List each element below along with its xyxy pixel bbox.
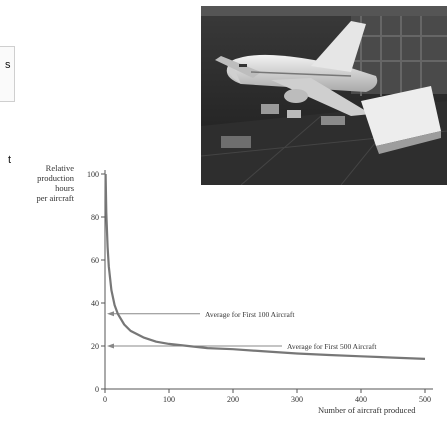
y-axis-title-line: hours [55, 183, 74, 193]
x-axis-title: Number of aircraft produced [318, 405, 416, 415]
left-fragment-text: s [5, 59, 11, 71]
learning-curve-line [104, 173, 426, 360]
x-ticks: 0 100 200 300 400 500 [103, 389, 431, 404]
y-tick-label: 80 [91, 213, 99, 222]
x-tick-label: 400 [355, 395, 367, 404]
x-tick-label: 100 [163, 395, 175, 404]
x-tick-label: 300 [291, 395, 303, 404]
y-axis-title-line: Relative [45, 163, 74, 173]
y-tick-label: 0 [95, 385, 99, 394]
x-tick-label: 200 [227, 395, 239, 404]
x-tick-label: 0 [103, 395, 107, 404]
left-fragment-text: t [8, 154, 12, 166]
y-tick-label: 20 [91, 342, 99, 351]
annotation-label: Average for First 500 Aircraft [287, 342, 377, 351]
y-tick-label: 60 [91, 256, 99, 265]
left-panel-edge: s [0, 46, 15, 102]
x-tick-label: 500 [419, 395, 431, 404]
annotation-arrow-head [107, 343, 114, 349]
annotation-arrow-head [107, 311, 114, 317]
annotations: Average for First 100 Aircraft Average fo… [107, 310, 377, 351]
y-ticks: 0 20 40 60 80 100 [87, 170, 105, 394]
y-tick-label: 100 [87, 170, 99, 179]
y-axis-title-line: per aircraft [36, 193, 74, 203]
photo-illustration [201, 6, 447, 185]
y-tick-label: 40 [91, 299, 99, 308]
annotation-label: Average for First 100 Aircraft [205, 310, 295, 319]
airplane-assembly-photo [201, 6, 447, 185]
y-axis-title-line: production [37, 173, 74, 183]
